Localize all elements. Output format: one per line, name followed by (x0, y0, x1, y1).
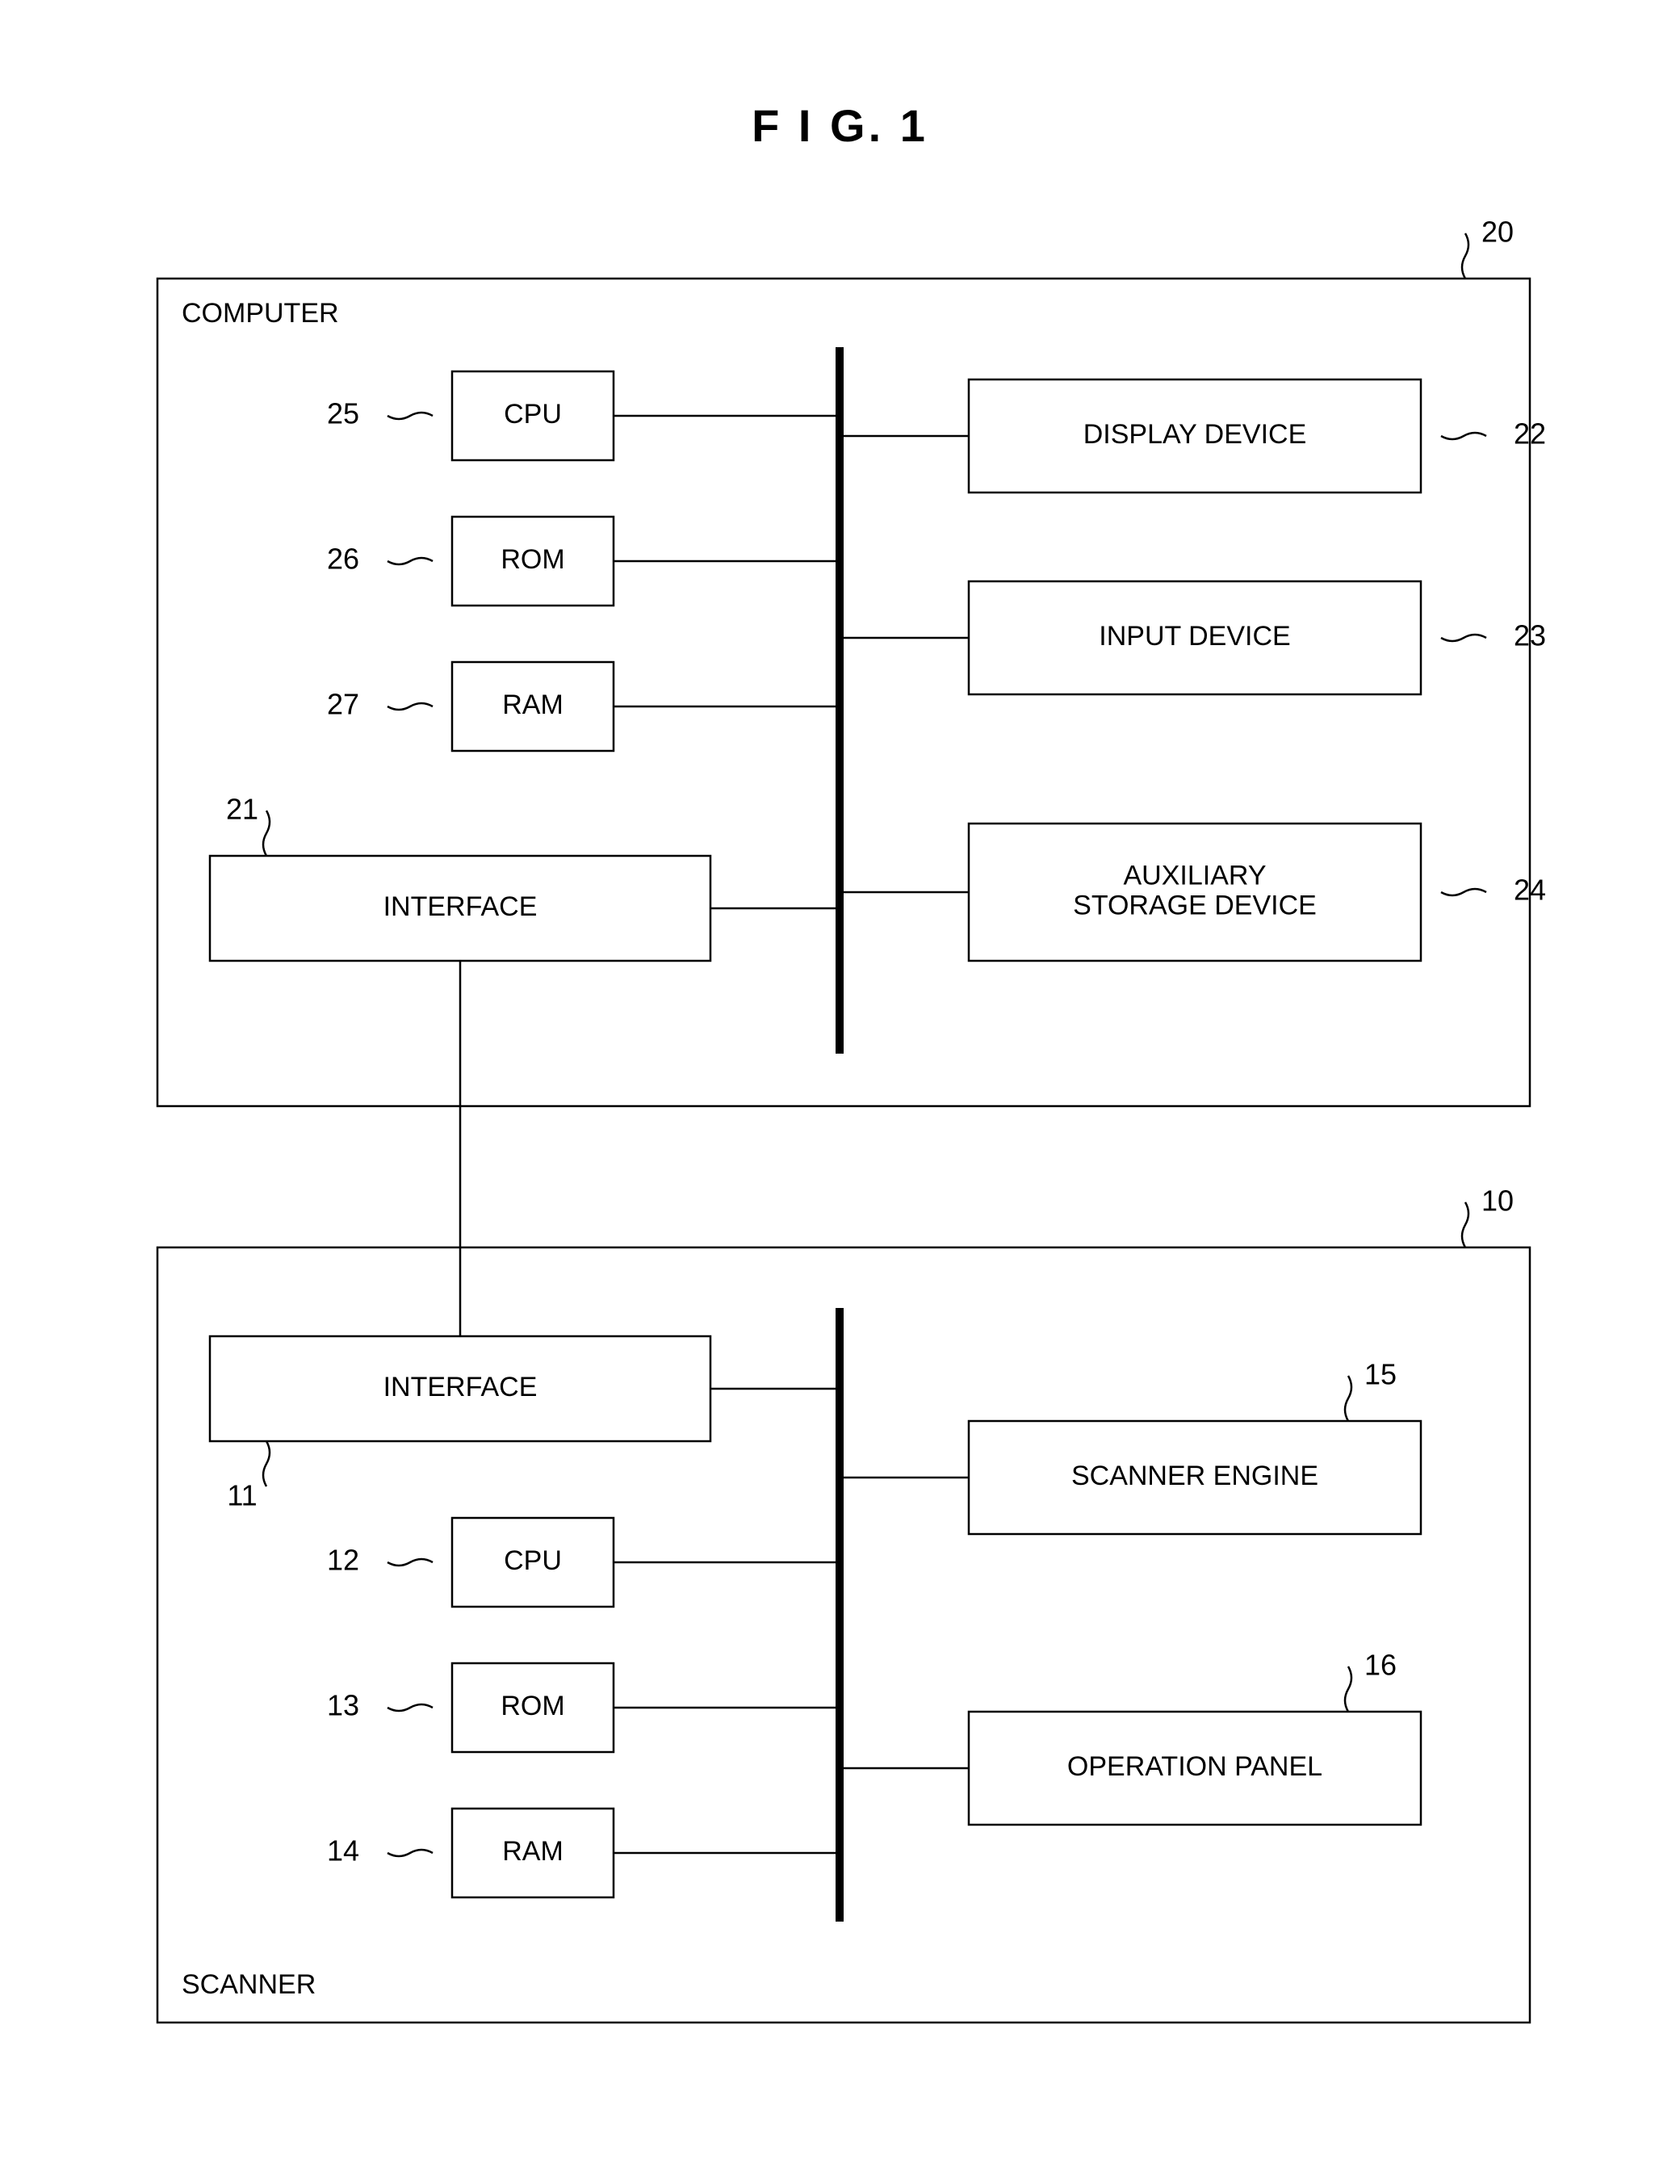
svg-text:ROM: ROM (501, 1691, 564, 1721)
svg-text:22: 22 (1514, 417, 1546, 451)
svg-text:16: 16 (1364, 1649, 1397, 1682)
svg-text:INTERFACE: INTERFACE (383, 891, 538, 922)
svg-text:COMPUTER: COMPUTER (182, 298, 339, 329)
svg-text:RAM: RAM (502, 1836, 563, 1867)
block-diagram: F I G. 1 COMPUTER 20 CPU 25 ROM 26 RAM 27 INTERFA… (0, 0, 1680, 2184)
svg-text:RAM: RAM (502, 690, 563, 720)
svg-text:26: 26 (327, 543, 359, 576)
svg-text:OPERATION PANEL: OPERATION PANEL (1067, 1751, 1322, 1782)
svg-text:F I G. 1: F I G. 1 (752, 100, 928, 151)
svg-text:SCANNER: SCANNER (182, 1969, 316, 2000)
svg-text:11: 11 (227, 1479, 257, 1512)
svg-text:SCANNER ENGINE: SCANNER ENGINE (1071, 1461, 1318, 1491)
svg-text:INPUT DEVICE: INPUT DEVICE (1099, 621, 1290, 652)
svg-text:CPU: CPU (504, 399, 562, 430)
svg-text:CPU: CPU (504, 1545, 562, 1576)
svg-text:25: 25 (327, 397, 359, 430)
svg-text:ROM: ROM (501, 544, 564, 575)
svg-text:20: 20 (1481, 216, 1514, 249)
svg-text:DISPLAY DEVICE: DISPLAY DEVICE (1083, 419, 1307, 450)
svg-text:12: 12 (327, 1544, 359, 1577)
svg-text:13: 13 (327, 1689, 359, 1722)
svg-text:10: 10 (1481, 1184, 1514, 1218)
svg-text:15: 15 (1364, 1358, 1397, 1391)
svg-text:AUXILIARYSTORAGE DEVICE: AUXILIARYSTORAGE DEVICE (1073, 860, 1317, 920)
svg-text:24: 24 (1514, 874, 1546, 907)
svg-text:27: 27 (327, 688, 359, 721)
svg-text:INTERFACE: INTERFACE (383, 1372, 538, 1402)
svg-text:23: 23 (1514, 619, 1546, 652)
svg-text:14: 14 (327, 1834, 359, 1868)
svg-text:21: 21 (226, 793, 258, 826)
